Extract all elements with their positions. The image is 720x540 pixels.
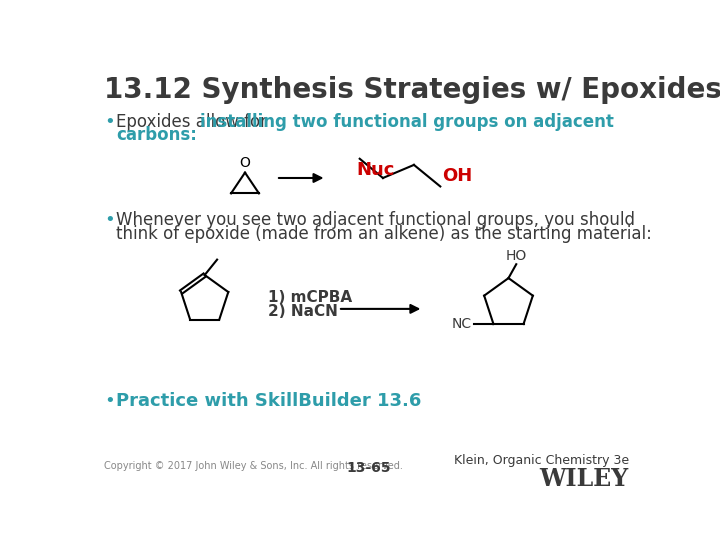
Text: 13.12 Synthesis Strategies w/ Epoxides: 13.12 Synthesis Strategies w/ Epoxides	[104, 76, 720, 104]
Text: NC: NC	[451, 317, 472, 331]
Text: Nuc: Nuc	[356, 161, 395, 179]
Text: installing two functional groups on adjacent: installing two functional groups on adja…	[200, 112, 614, 131]
Text: Practice with SkillBuilder 13.6: Practice with SkillBuilder 13.6	[117, 392, 422, 410]
Text: OH: OH	[442, 167, 472, 185]
Text: Copyright © 2017 John Wiley & Sons, Inc. All rights reserved.: Copyright © 2017 John Wiley & Sons, Inc.…	[104, 461, 402, 471]
Text: Epoxides allow for: Epoxides allow for	[117, 112, 273, 131]
Text: •: •	[104, 392, 114, 410]
Text: Whenever you see two adjacent functional groups, you should: Whenever you see two adjacent functional…	[117, 211, 635, 229]
Text: 2) NaCN: 2) NaCN	[269, 303, 338, 319]
Text: O: O	[240, 156, 251, 170]
Text: •: •	[104, 211, 114, 229]
Text: Klein, Organic Chemistry 3e: Klein, Organic Chemistry 3e	[454, 454, 629, 467]
Text: WILEY: WILEY	[539, 467, 629, 491]
Text: HO: HO	[505, 249, 527, 262]
Text: •: •	[104, 112, 114, 131]
Text: think of epoxide (made from an alkene) as the starting material:: think of epoxide (made from an alkene) a…	[117, 225, 652, 243]
Text: 13-65: 13-65	[347, 461, 391, 475]
Text: carbons:: carbons:	[117, 126, 197, 144]
Text: 1) mCPBA: 1) mCPBA	[269, 289, 352, 305]
